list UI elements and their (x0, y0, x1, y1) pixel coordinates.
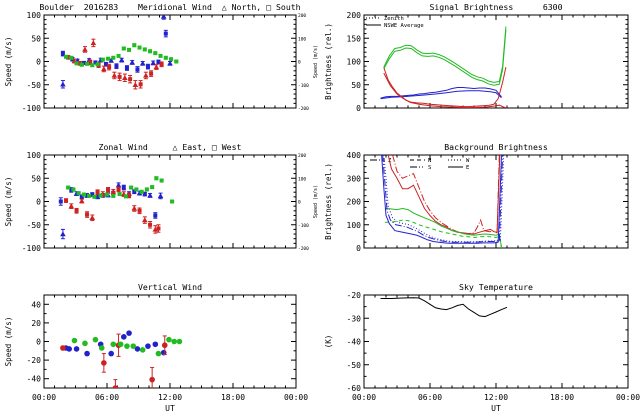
svg-text:Brightness (rel.): Brightness (rel.) (324, 23, 333, 100)
svg-text:Speed (m/s): Speed (m/s) (313, 45, 319, 78)
svg-text:Zonal Wind △ East, □ West: Zonal Wind △ East, □ West (99, 142, 242, 152)
svg-text:100: 100 (27, 151, 42, 160)
panel-signal-brightness: 0 50 100 150 200 Brightness (rel.) Signal Brig… (320, 0, 640, 140)
svg-text:-50: -50 (347, 361, 362, 370)
svg-text:W: W (466, 158, 470, 164)
svg-text:400: 400 (347, 151, 362, 160)
svg-text:-100: -100 (22, 244, 41, 253)
svg-text:Boulder 2016283 Meridional: Boulder 2016283 Meridional Wind △ North,… (39, 2, 300, 12)
svg-text:-100: -100 (22, 104, 41, 113)
signal-brightness-svg: 0 50 100 150 200 Brightness (rel.) Signal Brig… (324, 2, 629, 113)
svg-text:100: 100 (298, 176, 306, 182)
svg-text:-30: -30 (347, 314, 362, 323)
svg-text:0: 0 (36, 338, 41, 347)
svg-text:00:00: 00:00 (352, 393, 376, 402)
svg-text:-200: -200 (298, 246, 309, 252)
svg-text:18:00: 18:00 (550, 393, 574, 402)
svg-text:-40: -40 (347, 338, 362, 347)
sky-temperature-svg: 00:00 06:00 12:00 18:00 00:00 UT -60 -50 -40 -30 -… (324, 282, 640, 413)
svg-text:Zenith: Zenith (384, 16, 404, 22)
svg-text:100: 100 (298, 36, 306, 42)
svg-text:0: 0 (356, 104, 361, 113)
panel-background-brightness: 0 100 200 300 400 Brightness (rel.) Background… (320, 140, 640, 280)
svg-text:-50: -50 (27, 81, 42, 90)
svg-text:0: 0 (36, 198, 41, 207)
svg-text:06:00: 06:00 (418, 393, 442, 402)
svg-text:Speed (m/s): Speed (m/s) (4, 177, 13, 227)
vertical-wind-svg: 00:00 06:00 12:00 18:00 00:00 UT -40 -20 0 20 40 Sp… (4, 282, 308, 413)
svg-text:Brightness (rel.): Brightness (rel.) (324, 163, 333, 240)
background-brightness-svg: 0 100 200 300 400 Brightness (rel.) Background… (324, 142, 629, 253)
svg-text:NSWE Average: NSWE Average (384, 23, 424, 29)
svg-text:-60: -60 (347, 384, 362, 393)
svg-text:40: 40 (31, 300, 41, 309)
svg-text:-40: -40 (27, 375, 42, 384)
svg-text:200: 200 (347, 198, 362, 207)
svg-text:-20: -20 (27, 356, 42, 365)
svg-text:50: 50 (31, 34, 41, 43)
svg-text:UT: UT (491, 404, 501, 413)
svg-text:0: 0 (356, 244, 361, 253)
svg-text:(K): (K) (324, 335, 333, 349)
svg-text:200: 200 (298, 153, 306, 159)
svg-text:Background Brightness: Background Brightness (444, 142, 548, 152)
svg-text:50: 50 (31, 174, 41, 183)
svg-text:200: 200 (347, 11, 362, 20)
svg-text:-20: -20 (347, 291, 362, 300)
svg-text:0: 0 (298, 200, 301, 206)
svg-text:150: 150 (347, 34, 362, 43)
svg-text:00:00: 00:00 (32, 393, 56, 402)
svg-text:12:00: 12:00 (158, 393, 182, 402)
svg-text:S: S (428, 165, 431, 171)
svg-text:Vertical Wind: Vertical Wind (138, 282, 202, 292)
svg-text:Speed (m/s): Speed (m/s) (4, 317, 13, 367)
svg-text:00:00: 00:00 (284, 393, 308, 402)
svg-text:N: N (428, 158, 431, 164)
svg-text:Sky Temperature: Sky Temperature (459, 282, 533, 292)
svg-text:100: 100 (27, 11, 42, 20)
svg-text:-50: -50 (27, 221, 42, 230)
svg-text:12:00: 12:00 (484, 393, 508, 402)
panel-sky-temperature: 00:00 06:00 12:00 18:00 00:00 UT -60 -50 -40 -30 -… (320, 280, 640, 420)
svg-text:18:00: 18:00 (221, 393, 245, 402)
svg-text:UT: UT (165, 404, 175, 413)
svg-text:100: 100 (347, 221, 362, 230)
svg-text:200: 200 (298, 13, 306, 19)
panel-zonal-wind: -100 -50 0 50 100 Speed (m/s) -200 -100 0 100 200 S… (0, 140, 320, 280)
svg-text:-100: -100 (298, 83, 309, 89)
svg-text:06:00: 06:00 (95, 393, 119, 402)
svg-text:100: 100 (347, 58, 362, 67)
svg-text:E: E (466, 165, 469, 171)
svg-text:20: 20 (31, 319, 41, 328)
svg-text:0: 0 (36, 58, 41, 67)
svg-text:-200: -200 (298, 106, 309, 112)
meridional-wind-svg: -100 -50 0 50 100 Speed (m/s) -200 -100 0 100 200 S… (4, 2, 319, 113)
svg-text:Speed (m/s): Speed (m/s) (313, 185, 319, 218)
zonal-wind-svg: -100 -50 0 50 100 Speed (m/s) -200 -100 0 100 200 S… (4, 142, 319, 253)
panel-vertical-wind: 00:00 06:00 12:00 18:00 00:00 UT -40 -20 0 20 40 Sp… (0, 280, 320, 420)
svg-text:300: 300 (347, 174, 362, 183)
panel-meridional-wind: -100 -50 0 50 100 Speed (m/s) -200 -100 0 100 200 S… (0, 0, 320, 140)
svg-text:00:00: 00:00 (616, 393, 640, 402)
svg-text:Speed (m/s): Speed (m/s) (4, 37, 13, 87)
svg-text:-100: -100 (298, 223, 309, 229)
svg-text:Signal Brightness 6300: Signal Brightness 6300 (429, 2, 562, 12)
svg-text:0: 0 (298, 60, 301, 66)
svg-text:50: 50 (351, 81, 361, 90)
